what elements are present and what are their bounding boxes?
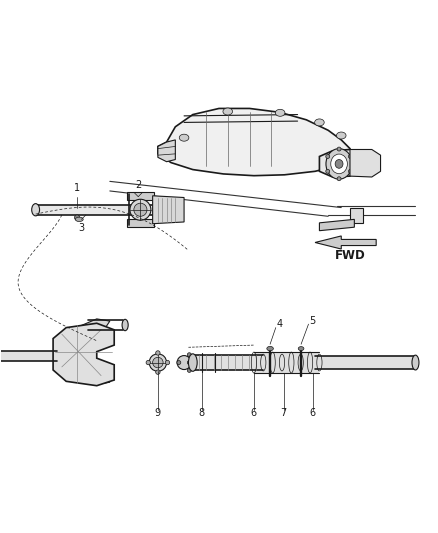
Ellipse shape bbox=[412, 355, 419, 370]
Polygon shape bbox=[319, 149, 359, 177]
Polygon shape bbox=[315, 236, 376, 249]
Ellipse shape bbox=[187, 368, 191, 373]
Polygon shape bbox=[127, 220, 153, 227]
Polygon shape bbox=[152, 196, 184, 224]
Text: 7: 7 bbox=[280, 408, 287, 418]
Ellipse shape bbox=[155, 370, 160, 374]
Polygon shape bbox=[127, 192, 153, 200]
Ellipse shape bbox=[223, 108, 233, 115]
Ellipse shape bbox=[146, 360, 150, 365]
Text: 9: 9 bbox=[155, 408, 161, 418]
Ellipse shape bbox=[152, 357, 163, 368]
Ellipse shape bbox=[187, 353, 191, 357]
Polygon shape bbox=[350, 207, 363, 223]
Polygon shape bbox=[35, 205, 153, 215]
Ellipse shape bbox=[177, 356, 191, 369]
Polygon shape bbox=[66, 360, 110, 384]
Text: 6: 6 bbox=[251, 408, 257, 418]
Polygon shape bbox=[193, 354, 263, 370]
Ellipse shape bbox=[149, 354, 166, 372]
Ellipse shape bbox=[75, 217, 83, 222]
Ellipse shape bbox=[122, 319, 128, 330]
Ellipse shape bbox=[165, 360, 170, 365]
Ellipse shape bbox=[134, 203, 147, 216]
Text: 1: 1 bbox=[74, 183, 80, 193]
Ellipse shape bbox=[187, 361, 191, 365]
Text: 6: 6 bbox=[310, 408, 316, 418]
Ellipse shape bbox=[179, 134, 189, 141]
Polygon shape bbox=[0, 351, 57, 361]
Ellipse shape bbox=[155, 351, 160, 355]
Ellipse shape bbox=[188, 354, 197, 372]
Polygon shape bbox=[319, 220, 354, 231]
Ellipse shape bbox=[177, 361, 181, 365]
Polygon shape bbox=[315, 356, 416, 369]
Ellipse shape bbox=[349, 155, 353, 158]
Ellipse shape bbox=[267, 346, 273, 351]
Polygon shape bbox=[158, 140, 175, 161]
Ellipse shape bbox=[349, 169, 353, 173]
Ellipse shape bbox=[74, 215, 80, 220]
Polygon shape bbox=[158, 108, 350, 176]
Ellipse shape bbox=[336, 132, 346, 139]
Ellipse shape bbox=[314, 119, 324, 126]
Ellipse shape bbox=[130, 199, 151, 220]
Ellipse shape bbox=[326, 155, 330, 158]
Text: 3: 3 bbox=[78, 223, 85, 233]
Ellipse shape bbox=[326, 169, 330, 173]
Text: FWD: FWD bbox=[335, 249, 365, 262]
Polygon shape bbox=[66, 319, 110, 343]
Text: 4: 4 bbox=[277, 319, 283, 329]
Polygon shape bbox=[254, 352, 319, 373]
Ellipse shape bbox=[337, 177, 341, 181]
Ellipse shape bbox=[337, 147, 341, 151]
Ellipse shape bbox=[32, 204, 39, 216]
Ellipse shape bbox=[276, 109, 285, 116]
Text: 5: 5 bbox=[309, 316, 316, 326]
Ellipse shape bbox=[326, 149, 352, 179]
Ellipse shape bbox=[335, 159, 343, 168]
Polygon shape bbox=[350, 149, 381, 177]
Ellipse shape bbox=[331, 154, 347, 174]
Text: 2: 2 bbox=[135, 180, 141, 190]
Text: 8: 8 bbox=[198, 408, 205, 418]
Ellipse shape bbox=[298, 346, 304, 351]
Polygon shape bbox=[53, 323, 114, 386]
